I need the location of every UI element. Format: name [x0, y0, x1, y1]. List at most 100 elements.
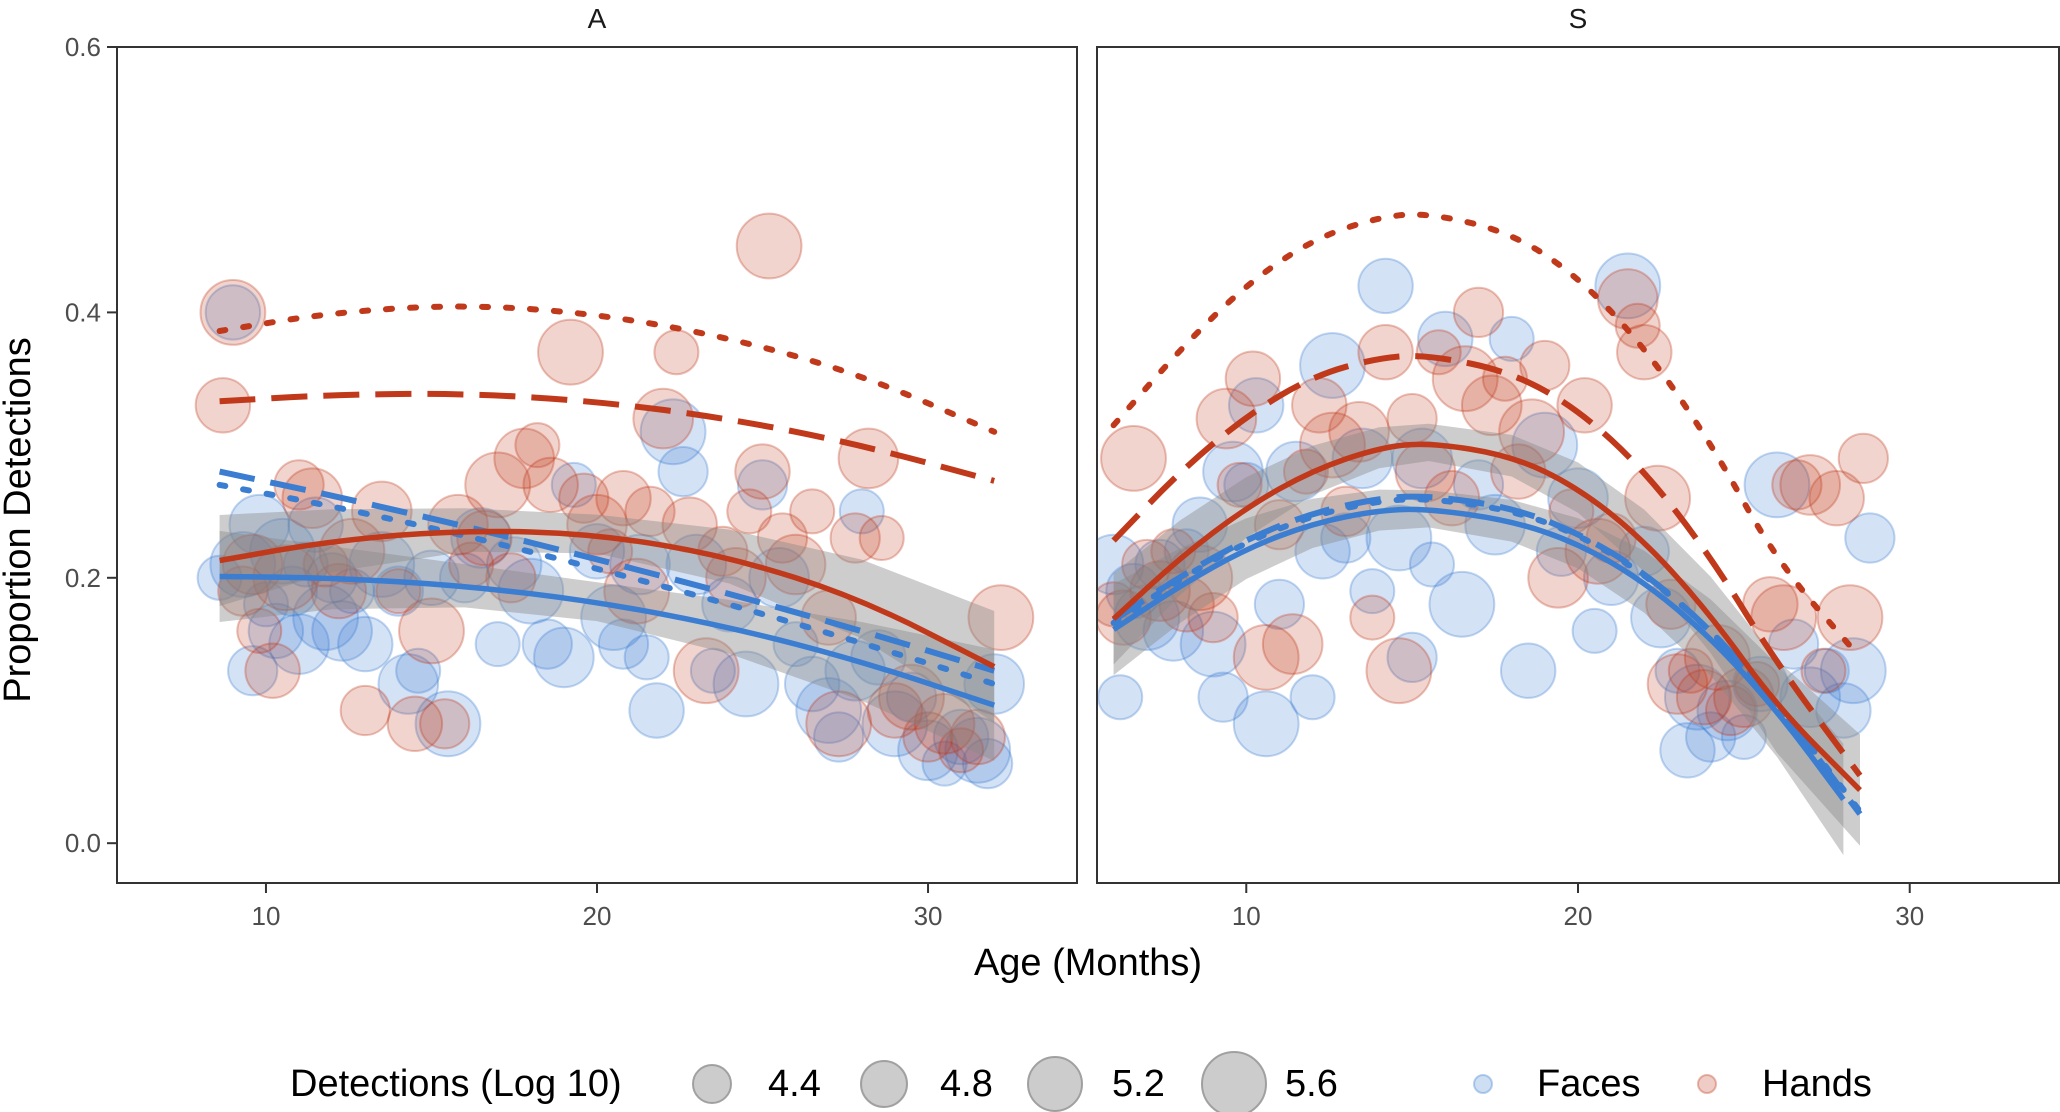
y-tick-label-1: 0.2	[65, 563, 101, 593]
x-axis-title: Age (Months)	[974, 942, 1202, 984]
point-a-hands-43	[764, 533, 827, 596]
point-a-hands-24	[514, 422, 561, 469]
point-s-faces-26	[1409, 541, 1455, 588]
point-s-hands-54	[1779, 454, 1841, 516]
point-s-faces-29	[1452, 459, 1505, 511]
point-s-hands-56	[1808, 470, 1865, 527]
point-a-hands-17	[419, 698, 471, 750]
point-a-hands-32	[624, 485, 676, 537]
point-a-faces-16	[337, 615, 394, 673]
legend: Detections (Log 10) 4.4 4.8 5.2 5.6 Face…	[290, 1051, 1872, 1112]
point-s-faces-9	[1197, 671, 1249, 723]
point-a-faces-3	[227, 645, 279, 697]
svg-text:4.4: 4.4	[768, 1063, 821, 1105]
point-a-hands-5	[244, 642, 301, 699]
point-a-hands-11	[318, 517, 386, 585]
point-s-faces-8	[1179, 610, 1247, 678]
y-tick-label-0: 0.0	[65, 828, 101, 858]
point-a-faces-9	[268, 613, 330, 675]
point-s-faces-42	[1659, 722, 1716, 779]
point-a-faces-55	[921, 740, 968, 787]
facet-label-a: A	[588, 3, 607, 34]
point-a-faces-33	[597, 618, 650, 670]
point-a-faces-28	[521, 618, 573, 670]
point-a-hands-53	[913, 693, 976, 755]
point-a-faces-34	[609, 533, 671, 596]
point-s-hands-40	[1614, 302, 1661, 349]
point-a-faces-38	[657, 446, 709, 498]
point-s-faces-1	[1097, 674, 1144, 721]
point-s-faces-48	[1743, 451, 1811, 519]
point-s-faces-20	[1331, 427, 1394, 490]
point-s-hands-9	[1195, 387, 1258, 450]
point-a-faces-14	[311, 600, 373, 662]
point-a-faces-22	[414, 690, 482, 758]
point-a-faces-35	[623, 634, 670, 681]
point-a-hands-48	[837, 427, 900, 490]
point-a-hands-54	[938, 727, 985, 774]
point-s-faces-31	[1488, 315, 1535, 362]
point-s-faces-13	[1232, 690, 1300, 758]
point-s-hands-10	[1216, 461, 1263, 508]
point-s-faces-52	[1815, 682, 1872, 739]
point-a-hands-49	[858, 515, 905, 561]
trend-a-faces-dashed	[218, 468, 996, 674]
point-s-faces-24	[1386, 631, 1438, 684]
point-a-hands-41	[735, 212, 803, 280]
point-a-faces-57	[944, 716, 1012, 784]
trend-a-faces-dotted	[216, 481, 998, 687]
facet-label-s: S	[1569, 3, 1588, 34]
trend-s-hands-solid	[1111, 441, 1862, 793]
point-s-hands-22	[1365, 637, 1433, 705]
point-a-hands-23	[493, 427, 556, 490]
trend-a-hands-solid	[219, 528, 996, 670]
point-s-faces-38	[1594, 252, 1662, 320]
point-s-faces-27	[1417, 310, 1474, 368]
trend-s-faces-dashed	[1111, 493, 1863, 816]
x-tick-label-s-20: 20	[1564, 901, 1593, 931]
y-tick-label-2: 0.4	[65, 297, 101, 327]
point-a-hands-40	[734, 443, 791, 500]
point-a-hands-27	[558, 472, 610, 524]
point-a-faces-11	[287, 496, 344, 553]
point-a-faces-42	[712, 650, 780, 718]
point-s-faces-22	[1357, 257, 1414, 315]
point-a-faces-12	[292, 584, 360, 651]
point-a-hands-34	[653, 329, 700, 376]
point-s-hands-19	[1328, 401, 1390, 463]
point-s-faces-45	[1696, 679, 1759, 742]
point-a-hands-12	[339, 684, 391, 737]
size-legend-key-5-2: 5.2	[1027, 1056, 1165, 1112]
point-a-hands-25	[522, 456, 579, 514]
x-tick-label-a-30: 30	[914, 901, 943, 931]
point-s-faces-28	[1428, 570, 1496, 638]
point-s-hands-17	[1299, 411, 1366, 479]
point-a-faces-36	[628, 682, 685, 739]
point-s-faces-43	[1664, 663, 1731, 731]
trend-s-hands-dashed	[1111, 353, 1863, 778]
y-tick-label-3: 0.6	[65, 32, 101, 62]
svg-text:4.8: 4.8	[940, 1063, 993, 1105]
point-a-faces-2	[209, 531, 277, 598]
size-legend-key-4-8: 4.8	[860, 1060, 993, 1108]
point-s-faces-19	[1320, 512, 1372, 564]
point-s-hands-55	[1800, 647, 1847, 694]
size-legend-title: Detections (Log 10)	[290, 1063, 622, 1105]
point-a-faces-46	[784, 655, 841, 713]
point-s-faces-32	[1500, 642, 1557, 699]
point-s-faces-10	[1202, 440, 1264, 503]
point-a-faces-20	[395, 647, 442, 694]
point-s-hands-44	[1646, 653, 1709, 715]
point-a-faces-6	[247, 602, 305, 660]
svg-text:Faces: Faces	[1537, 1063, 1640, 1105]
point-a-hands-0	[194, 377, 252, 434]
trend-a-hands-dashed	[219, 390, 995, 484]
point-a-faces-21	[403, 549, 460, 606]
color-legend-key-faces: Faces	[1473, 1063, 1640, 1105]
point-a-hands-44	[789, 488, 836, 535]
point-s-faces-36	[1571, 607, 1618, 654]
point-a-faces-48	[813, 711, 865, 763]
point-s-hands-28	[1452, 286, 1505, 338]
point-s-faces-53	[1819, 637, 1887, 705]
